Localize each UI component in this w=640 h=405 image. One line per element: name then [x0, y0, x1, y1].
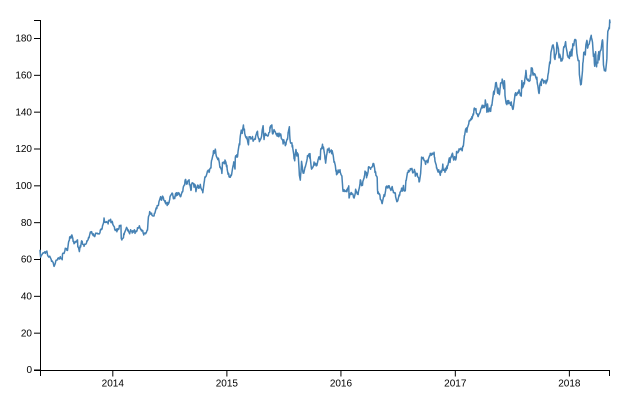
svg-text:2018: 2018	[558, 379, 581, 390]
svg-text:2016: 2016	[330, 379, 353, 390]
svg-text:2014: 2014	[102, 379, 125, 390]
svg-text:180: 180	[15, 34, 32, 45]
svg-text:20: 20	[21, 328, 33, 339]
svg-text:100: 100	[15, 181, 32, 192]
svg-text:40: 40	[21, 292, 33, 303]
svg-text:60: 60	[21, 255, 33, 266]
svg-text:160: 160	[15, 71, 32, 82]
svg-text:2017: 2017	[444, 379, 467, 390]
svg-text:140: 140	[15, 107, 32, 118]
svg-text:120: 120	[15, 144, 32, 155]
svg-text:80: 80	[21, 218, 33, 229]
svg-text:2015: 2015	[216, 379, 239, 390]
svg-text:0: 0	[26, 365, 32, 376]
